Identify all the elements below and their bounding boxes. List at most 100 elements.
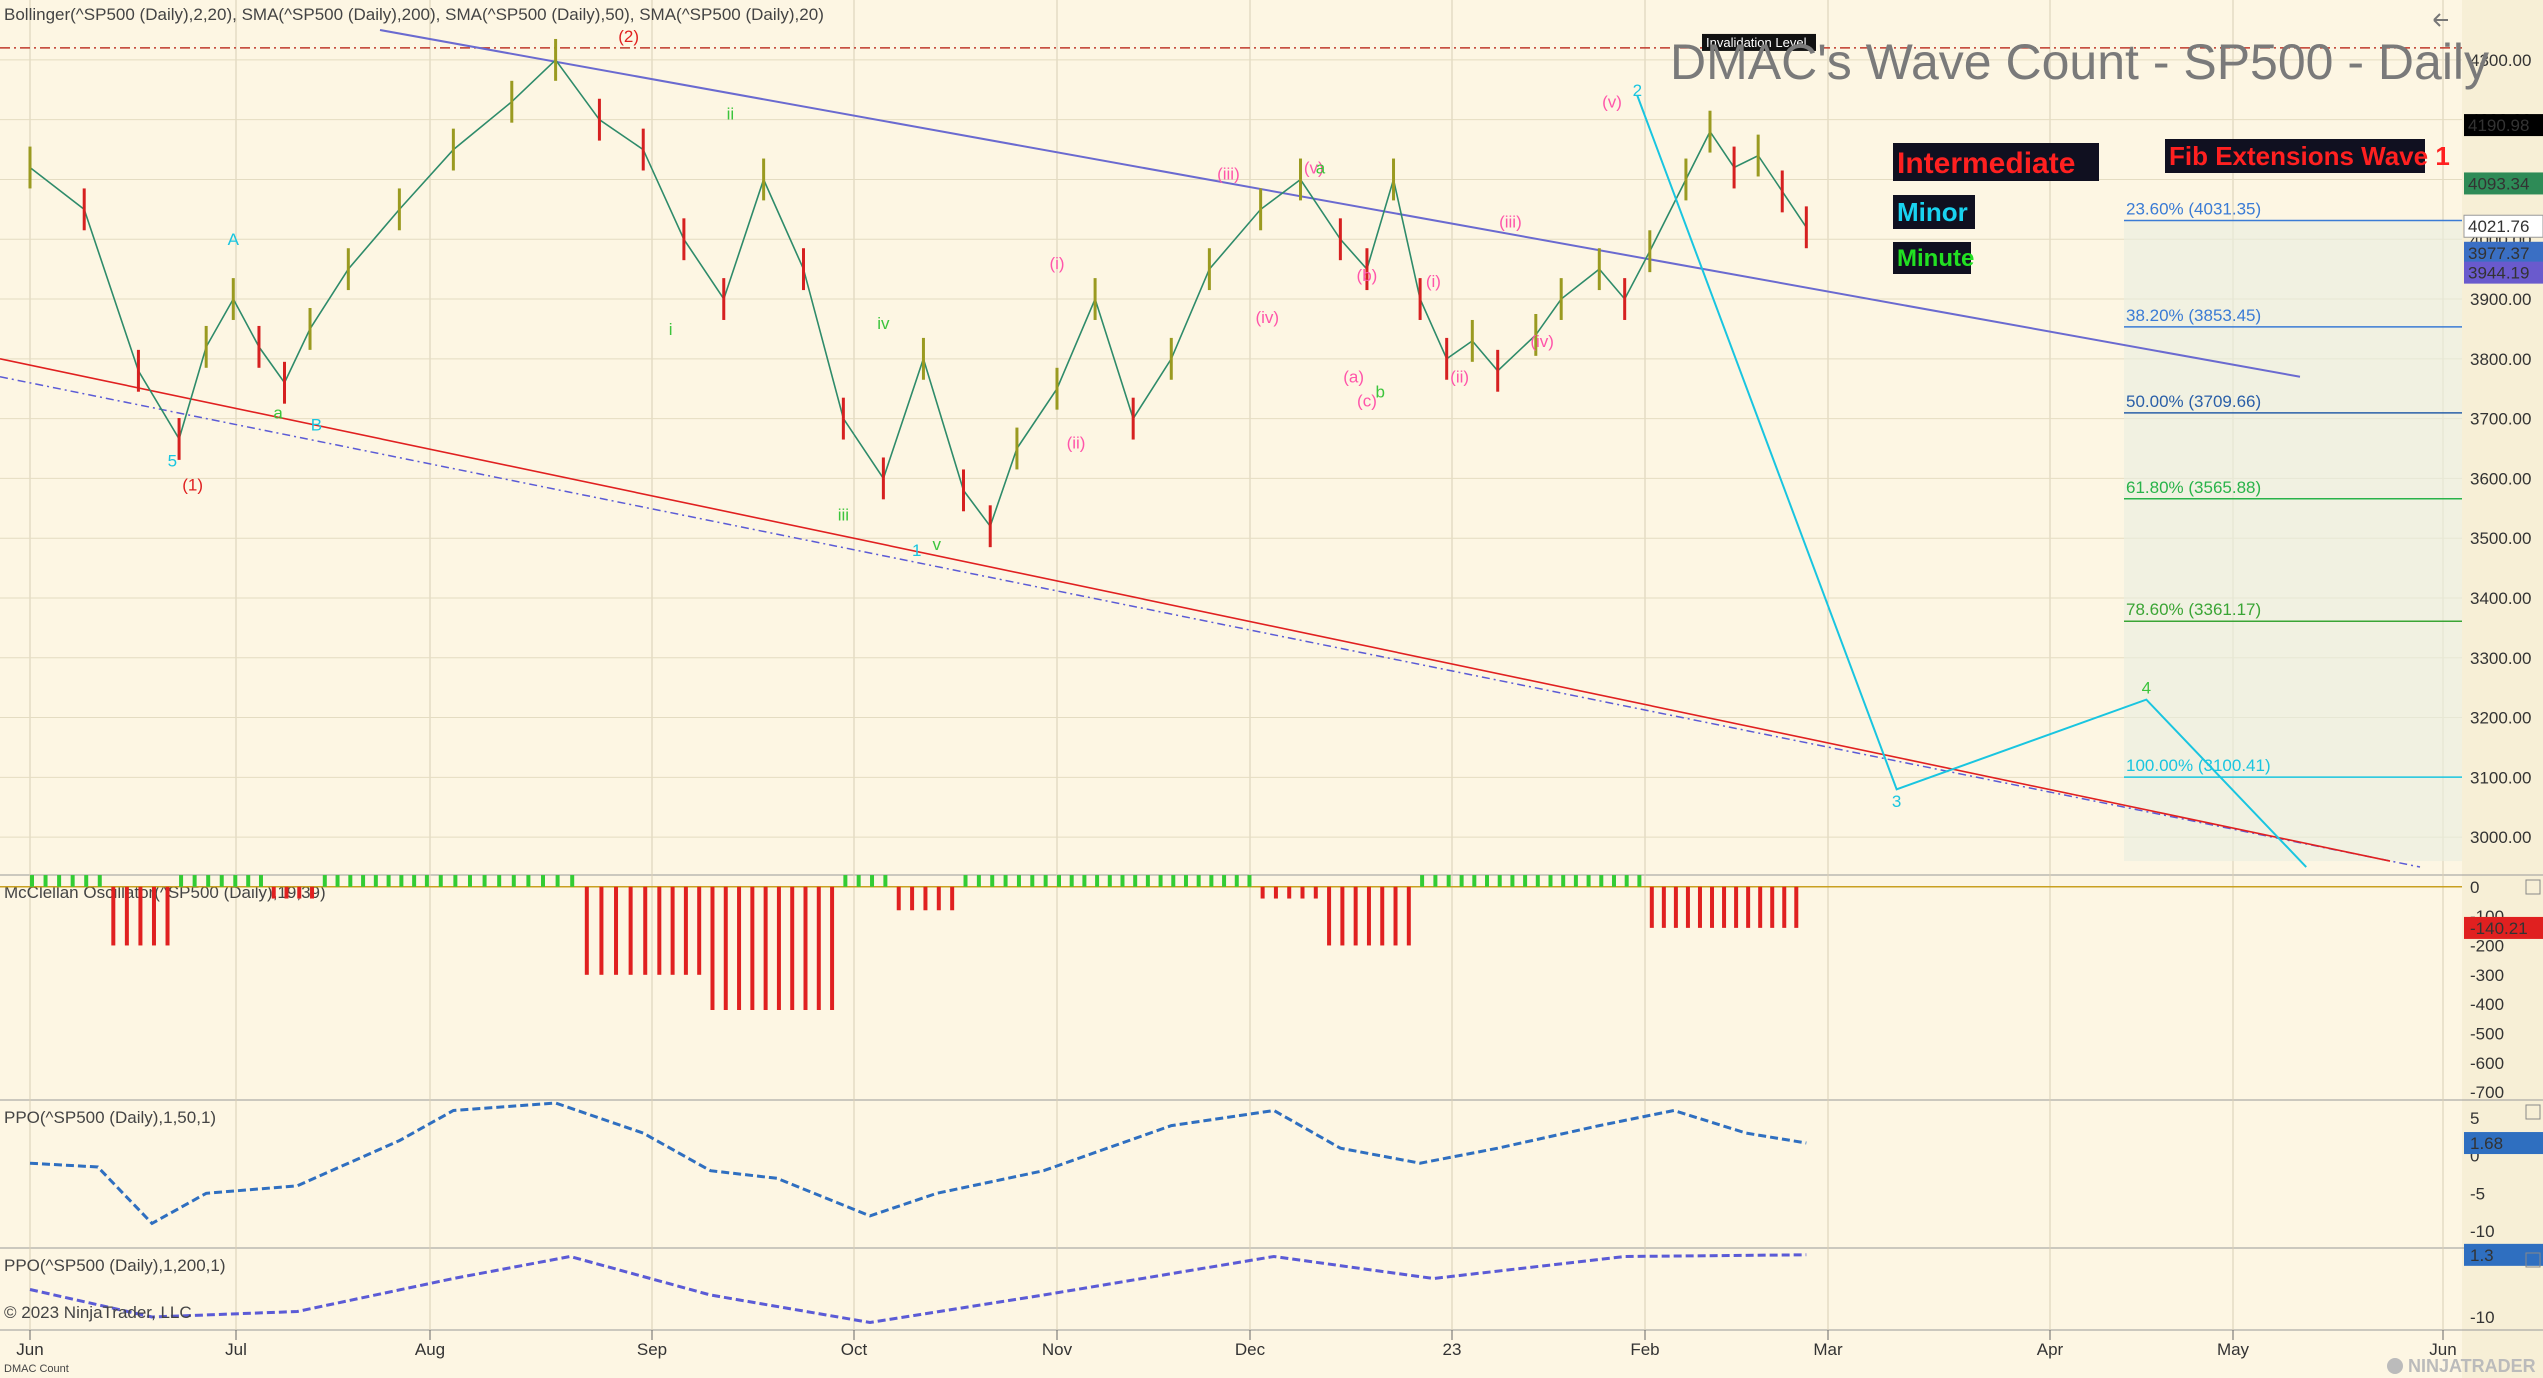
legend-badge [1893,143,2099,181]
histogram-bar [1649,886,1654,928]
histogram-bar [1366,886,1371,946]
histogram-bar [750,886,755,1010]
wave-label: (i) [1049,254,1064,273]
indicator-tick-label: -700 [2470,1083,2504,1102]
price-tick-label: 3300.00 [2470,649,2531,668]
panel-menu-icon[interactable] [2525,879,2541,895]
month-tick-label: Apr [2037,1340,2064,1359]
histogram-bar [1406,886,1411,946]
price-flag [2464,114,2543,137]
wave-label: 3 [1892,792,1901,811]
invalidation-label: Invalidation Level [1706,35,1807,50]
wave-label: (a) [1343,368,1364,387]
indicator-panel-ppo-200[interactable]: -10 PPO(^SP500 (Daily),1,200,1) 1.3 [4,1243,2543,1327]
legend-badge [1893,195,1975,229]
wave-label: (ii) [1067,434,1086,453]
wave-label: b [1376,383,1385,402]
histogram-bar [1003,875,1008,887]
histogram-bar [1353,886,1358,946]
month-tick-label: Jul [225,1340,247,1359]
indicator-tick-label: -400 [2470,995,2504,1014]
histogram-bar [776,886,781,1010]
histogram-bar [1548,875,1553,887]
indicator-tick-label: 5 [2470,1109,2479,1128]
histogram-bar [70,875,75,887]
copyright: © 2023 NinjaTrader, LLC [4,1303,192,1322]
histogram-bar [30,875,34,887]
price-flag [2463,214,2543,238]
panel-menu-icon[interactable] [2525,1104,2541,1120]
wave-label: (iv) [1255,308,1279,327]
vendor-label: NINJATRADER [2408,1356,2536,1376]
histogram-bar [412,875,417,887]
wave-label: (c) [1357,392,1377,411]
lower-channel-line [0,376,2421,868]
indicator-flag-label: -140.21 [2470,919,2528,938]
price-flag-label: 3977.37 [2468,244,2529,263]
histogram-bar [723,886,728,1010]
histogram-bar [138,886,143,946]
time-axis: Jun Jul Aug Sep Oct Nov Dec 23 Feb Mar Apr May Jun [16,1330,2457,1359]
wave-label: a [1316,158,1326,177]
histogram-bar [1637,875,1642,887]
panel-menu-icon[interactable] [2525,1252,2541,1268]
back-arrow-icon[interactable] [2433,13,2448,27]
legend-badge-label: Minute [1897,245,1974,272]
histogram-bar [1523,875,1528,887]
histogram-bar [896,886,901,911]
histogram-bar [284,886,289,899]
histogram-bar [657,886,662,975]
histogram-bar [310,886,315,899]
ppo-line [29,1253,1807,1325]
histogram-bar [1145,875,1150,887]
histogram-bar [424,875,429,887]
histogram-bar [57,875,62,887]
price-flag [2464,261,2543,284]
red-trend-line [0,358,2391,862]
price-panel[interactable]: Invalidation Level 23.60% (4031.35) 38.20%… [0,27,2462,868]
histogram-bar [1420,875,1425,887]
price-flag-label: 3944.19 [2468,264,2529,283]
histogram-bar [1599,875,1604,887]
histogram-bar [1472,875,1477,887]
histogram-bar [1120,875,1125,887]
histogram-bar [643,886,648,975]
projection-path [1636,95,2307,868]
histogram-bar [816,886,821,1010]
price-tick-label: 4300.00 [2470,51,2531,70]
histogram-bar [246,875,251,887]
histogram-bar [206,875,211,887]
price-flag [2464,241,2543,264]
histogram-bar [124,886,129,946]
histogram-bar [219,875,224,887]
histogram-bar [1171,875,1176,887]
indicator-tick-label: 0 [2470,1147,2479,1166]
histogram-bar [1734,886,1739,928]
histogram-bar [438,875,443,887]
histogram-bar [1380,886,1385,946]
histogram-bar [526,875,531,887]
wave-label: A [228,230,240,249]
wave-label: a [273,404,283,423]
histogram-bar [628,886,633,975]
wave-label: iii [838,505,849,524]
histogram-bar [1095,875,1100,887]
wave-label: (ii) [1450,368,1469,387]
histogram-bar [1561,875,1566,887]
legend-badge-label: Fib Extensions Wave 1 [2169,141,2450,171]
ppo-line [29,1101,1807,1226]
histogram-bar [1196,875,1201,887]
histogram-bar [233,875,238,887]
histogram-bar [1260,886,1265,899]
month-tick-label: Nov [1042,1340,1073,1359]
histogram-bar [1082,875,1087,887]
indicator-panels[interactable]: 0 -10 0 -200 -300 -400 -500 -600 -700 McClellan O… [0,875,2543,1327]
invalidation-badge [1702,33,1816,51]
histogram-bar [84,875,89,887]
price-flag-label: 4021.76 [2468,217,2529,236]
histogram-bar [1107,875,1112,887]
indicator-panel-ppo-50[interactable]: 5 0 -5 -10 PPO(^SP500 (Daily),1,50,1) 1.68 [4,1101,2543,1241]
price-flag-label: 4093.34 [2468,174,2529,193]
